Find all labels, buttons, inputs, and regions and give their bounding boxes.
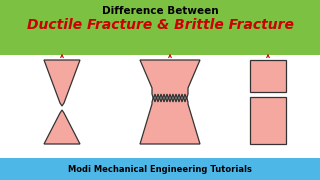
Text: Difference Between: Difference Between bbox=[102, 6, 218, 16]
FancyBboxPatch shape bbox=[0, 0, 320, 55]
FancyBboxPatch shape bbox=[0, 158, 320, 180]
FancyBboxPatch shape bbox=[250, 97, 286, 144]
FancyBboxPatch shape bbox=[0, 55, 320, 158]
Polygon shape bbox=[140, 60, 200, 99]
Polygon shape bbox=[44, 110, 80, 144]
Polygon shape bbox=[44, 60, 80, 106]
Text: Ductile Fracture & Brittle Fracture: Ductile Fracture & Brittle Fracture bbox=[27, 18, 293, 32]
Text: Modi Mechanical Engineering Tutorials: Modi Mechanical Engineering Tutorials bbox=[68, 165, 252, 174]
FancyBboxPatch shape bbox=[250, 60, 286, 92]
Polygon shape bbox=[140, 97, 200, 144]
